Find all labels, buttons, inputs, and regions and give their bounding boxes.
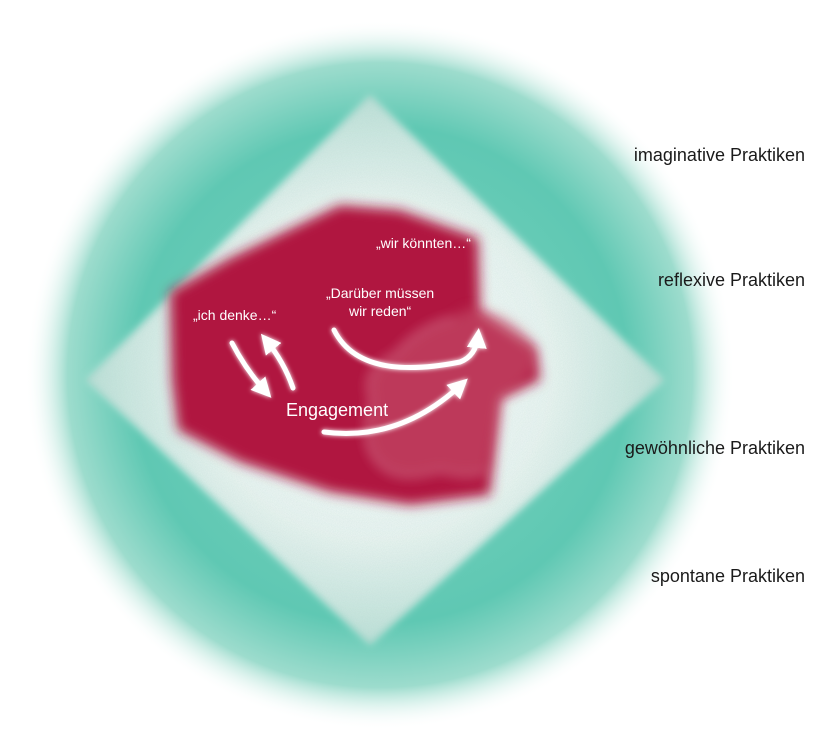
arrow-up-right [260,333,296,391]
label-reflexive-practices: reflexive Praktiken [657,270,805,290]
arrow-down-left [229,340,272,398]
flow-arrows [229,327,487,436]
arrow-engagement [321,378,468,436]
quote-darueber-reden-line-2: wir reden“ [348,303,412,319]
arrow-reflexive [331,327,487,370]
label-imaginative-practices: imaginative Praktiken [633,145,805,165]
label-spontaneous-practices: spontane Praktiken [650,566,805,586]
quote-wir-koennten: „wir könnten…“ [376,235,471,251]
quote-ich-denke: „ich denke…“ [193,307,277,323]
quote-darueber-reden-line-1: „Darüber müssen [326,285,435,301]
engagement-label: Engagement [286,400,389,420]
label-ordinary-practices: gewöhnliche Praktiken [624,438,805,458]
quote-darueber-reden: „Darüber müssen wir reden“ [326,284,434,320]
